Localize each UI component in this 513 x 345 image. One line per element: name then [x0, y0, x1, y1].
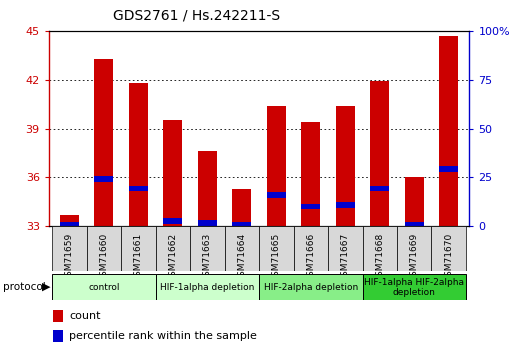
Bar [52, 226, 87, 271]
Bar [370, 81, 389, 226]
Bar [397, 226, 431, 271]
Bar [225, 226, 259, 271]
Bar [155, 274, 259, 300]
Text: GSM71659: GSM71659 [65, 233, 74, 282]
Bar [94, 59, 113, 226]
Bar [293, 226, 328, 271]
Bar [155, 226, 190, 271]
Bar [363, 274, 466, 300]
Bar [198, 220, 217, 226]
Bar [163, 120, 182, 226]
Text: GSM71669: GSM71669 [410, 233, 419, 282]
Text: HIF-1alpha HIF-2alpha
depletion: HIF-1alpha HIF-2alpha depletion [364, 277, 464, 297]
Bar [405, 221, 424, 227]
Text: GSM71662: GSM71662 [168, 233, 177, 282]
Text: GSM71666: GSM71666 [306, 233, 315, 282]
Bar [259, 226, 293, 271]
Bar [336, 202, 355, 208]
Text: HIF-1alpha depletion: HIF-1alpha depletion [160, 283, 254, 292]
Bar [232, 221, 251, 227]
Bar [301, 204, 320, 209]
Bar [53, 310, 64, 322]
Bar [53, 330, 64, 342]
Bar [439, 166, 458, 172]
Text: control: control [88, 283, 120, 292]
Bar [267, 106, 286, 226]
Bar [405, 177, 424, 226]
Text: GSM71663: GSM71663 [203, 233, 212, 282]
Bar [301, 122, 320, 226]
Bar [439, 36, 458, 226]
Bar [198, 151, 217, 226]
Bar [190, 226, 225, 271]
Bar [370, 186, 389, 191]
Bar [121, 226, 155, 271]
Bar [87, 226, 121, 271]
Text: GSM71660: GSM71660 [100, 233, 108, 282]
Bar [232, 189, 251, 226]
Text: HIF-2alpha depletion: HIF-2alpha depletion [264, 283, 358, 292]
Bar [328, 226, 363, 271]
Bar [163, 218, 182, 224]
Text: GSM71661: GSM71661 [134, 233, 143, 282]
Bar [267, 192, 286, 198]
Text: protocol: protocol [3, 282, 45, 292]
Bar [60, 221, 79, 227]
Bar [336, 106, 355, 226]
Text: count: count [69, 311, 101, 321]
Text: ▶: ▶ [42, 282, 51, 292]
Text: GSM71668: GSM71668 [375, 233, 384, 282]
Bar [431, 226, 466, 271]
Bar [94, 176, 113, 182]
Text: GDS2761 / Hs.242211-S: GDS2761 / Hs.242211-S [113, 9, 280, 23]
Bar [52, 274, 155, 300]
Text: percentile rank within the sample: percentile rank within the sample [69, 331, 257, 341]
Text: GSM71665: GSM71665 [272, 233, 281, 282]
Text: GSM71667: GSM71667 [341, 233, 350, 282]
Bar [129, 186, 148, 191]
Bar [259, 274, 363, 300]
Bar [60, 215, 79, 226]
Bar [363, 226, 397, 271]
Bar [129, 83, 148, 226]
Text: GSM71670: GSM71670 [444, 233, 453, 282]
Text: GSM71664: GSM71664 [238, 233, 246, 282]
